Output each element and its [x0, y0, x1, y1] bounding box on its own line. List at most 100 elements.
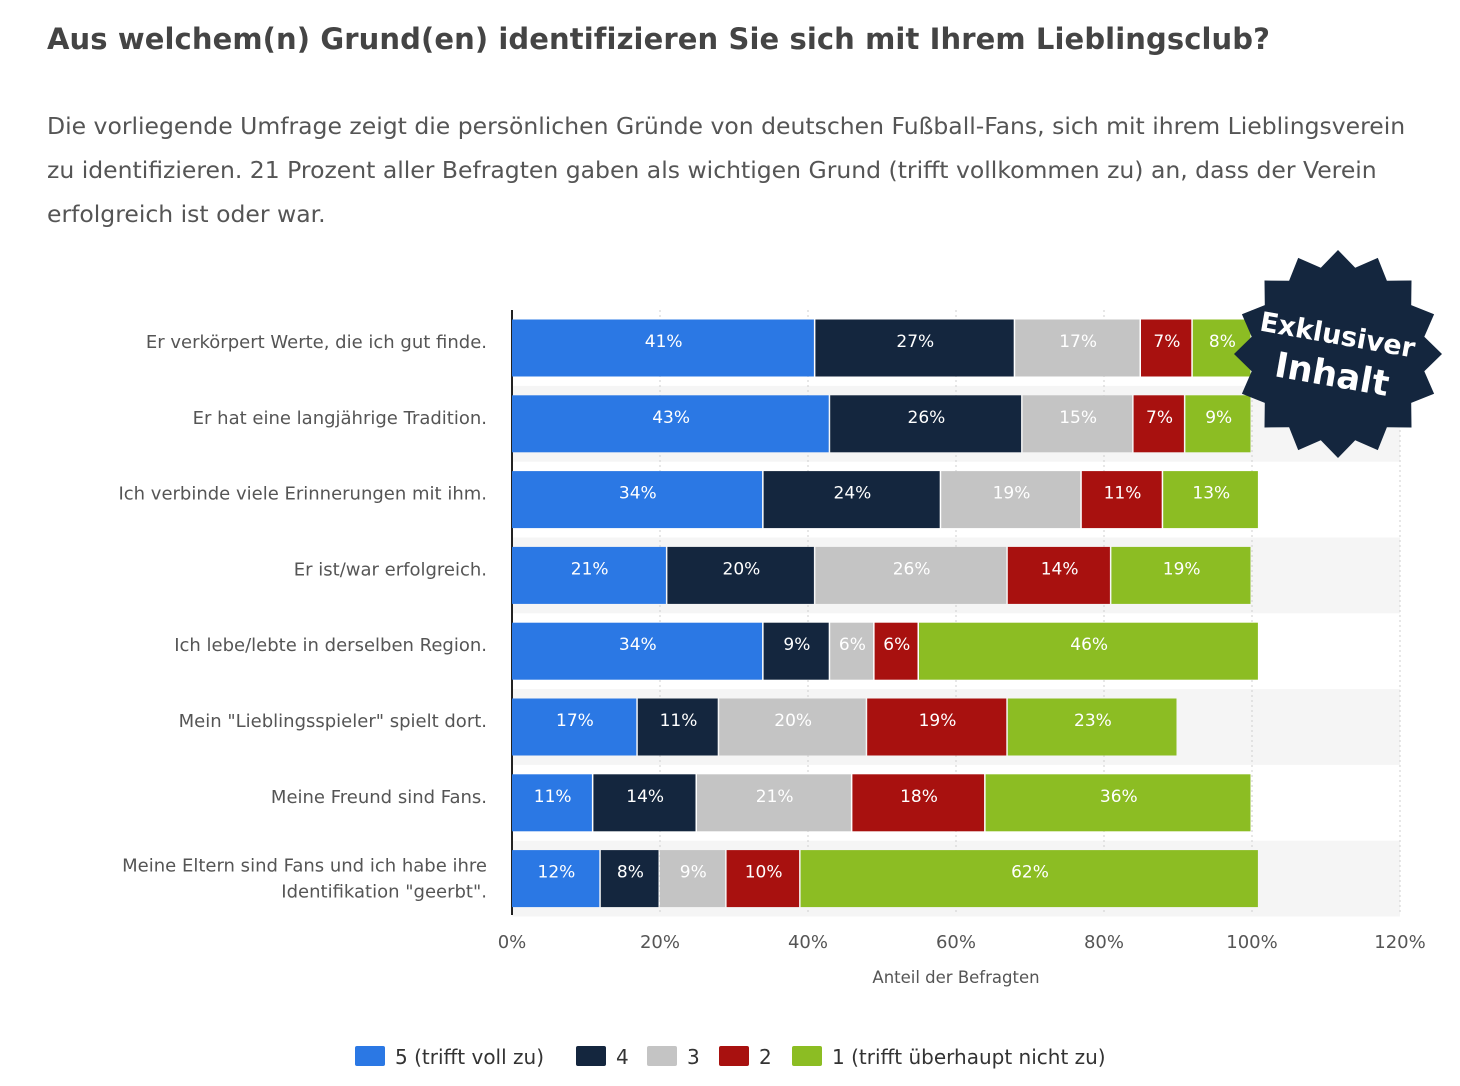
data-label: 21% — [756, 787, 794, 807]
bar-segment — [800, 850, 1258, 908]
bar-segment — [985, 774, 1251, 832]
bar-segment — [1141, 319, 1192, 377]
category-label: Er verkörpert Werte, die ich gut finde. — [146, 332, 487, 353]
data-label: 43% — [652, 408, 690, 428]
bar-segment — [719, 698, 866, 756]
category-label: Meine Freund sind Fans. — [271, 787, 487, 808]
data-label: 23% — [1074, 711, 1112, 731]
x-tick-label: 0% — [498, 932, 527, 953]
data-label: 19% — [1163, 559, 1201, 579]
x-tick-label: 20% — [640, 932, 680, 953]
bar-segment — [919, 622, 1258, 680]
bars: 41% 27% 17% 7% 8% 43% 26% 15% 7% 9% 34% 24% 19% 11% 13… — [512, 319, 1258, 908]
data-label: 26% — [893, 559, 931, 579]
data-label: 21% — [571, 559, 609, 579]
data-label: 11% — [660, 711, 698, 731]
data-label: 36% — [1100, 787, 1138, 807]
data-label: 27% — [896, 332, 934, 352]
legend-label: 3 — [687, 1045, 700, 1069]
bar-segment — [815, 546, 1007, 604]
legend-swatch — [792, 1046, 822, 1066]
category-label: Er hat eine langjährige Tradition. — [193, 408, 487, 429]
bar-segment — [763, 622, 829, 680]
bar-segment — [512, 471, 763, 529]
data-label: 10% — [745, 863, 783, 883]
data-label: 14% — [1041, 559, 1079, 579]
category-labels: Er verkörpert Werte, die ich gut finde. E… — [118, 332, 487, 903]
bar-segment — [1007, 698, 1177, 756]
bar-segment — [941, 471, 1081, 529]
data-label: 20% — [774, 711, 812, 731]
bar-segment — [512, 395, 829, 453]
data-label: 17% — [556, 711, 594, 731]
data-label: 46% — [1070, 635, 1108, 655]
legend: 5 (trifft voll zu) 4 3 2 1 (trifft überhaupt… — [355, 1045, 1106, 1069]
badge-shape — [1234, 250, 1442, 458]
data-label: 26% — [908, 408, 946, 428]
data-label: 12% — [538, 863, 576, 883]
data-label: 17% — [1059, 332, 1097, 352]
category-label: Ich verbinde viele Erinnerungen mit ihm. — [118, 484, 487, 505]
data-label: 8% — [1209, 332, 1236, 352]
bar-segment — [1163, 471, 1258, 529]
bar-segment — [1015, 319, 1140, 377]
data-label: 20% — [723, 559, 761, 579]
data-label: 11% — [534, 787, 572, 807]
bar-segment — [874, 622, 918, 680]
bar-segment — [1111, 546, 1251, 604]
data-label: 9% — [1205, 408, 1232, 428]
bar-segment — [1081, 471, 1162, 529]
bar-segment — [1185, 395, 1251, 453]
page-title: Aus welchem(n) Grund(en) identifizieren … — [47, 22, 1271, 56]
data-label: 19% — [993, 484, 1031, 504]
bar-segment — [637, 698, 718, 756]
legend-label: 1 (trifft überhaupt nicht zu) — [832, 1045, 1106, 1069]
x-tick-label: 100% — [1226, 932, 1277, 953]
bar-segment — [512, 774, 592, 832]
legend-label: 4 — [616, 1045, 629, 1069]
data-label: 13% — [1192, 484, 1230, 504]
data-label: 6% — [883, 635, 910, 655]
bar-segment — [600, 850, 659, 908]
bar-segment — [852, 774, 985, 832]
bar-segment — [667, 546, 814, 604]
bar-segment — [830, 395, 1022, 453]
data-label: 8% — [617, 863, 644, 883]
x-tick-label: 80% — [1084, 932, 1124, 953]
legend-label: 5 (trifft voll zu) — [395, 1045, 544, 1069]
bar-segment — [512, 546, 666, 604]
category-label: Mein "Lieblingsspieler" spielt dort. — [179, 711, 487, 732]
data-label: 19% — [919, 711, 957, 731]
bar-segment — [815, 319, 1014, 377]
legend-swatch — [355, 1046, 385, 1066]
x-axis-ticks: 0% 20% 40% 60% 80% 100% 120% — [498, 932, 1426, 953]
legend-label: 2 — [759, 1045, 772, 1069]
category-label: Ich lebe/lebte in derselben Region. — [174, 635, 487, 656]
page-description: Die vorliegende Umfrage zeigt die persön… — [47, 112, 1406, 228]
data-label: 7% — [1146, 408, 1173, 428]
bar-segment — [1133, 395, 1184, 453]
bar-segment — [512, 319, 814, 377]
bar-segment — [593, 774, 696, 832]
x-tick-label: 40% — [788, 932, 828, 953]
bar-segment — [660, 850, 726, 908]
legend-swatch — [576, 1046, 606, 1066]
x-axis-title: Anteil der Befragten — [872, 968, 1039, 987]
data-label: 6% — [839, 635, 866, 655]
bar-segment — [512, 698, 637, 756]
data-label: 41% — [645, 332, 683, 352]
data-label: 34% — [619, 484, 657, 504]
data-label: 11% — [1104, 484, 1142, 504]
bar-segment — [830, 622, 874, 680]
bar-segment — [697, 774, 851, 832]
data-label: 7% — [1153, 332, 1180, 352]
x-tick-label: 60% — [936, 932, 976, 953]
x-tick-label: 120% — [1374, 932, 1425, 953]
data-label: 9% — [680, 863, 707, 883]
data-label: 62% — [1011, 863, 1049, 883]
bar-segment — [1022, 395, 1133, 453]
data-label: 15% — [1059, 408, 1097, 428]
legend-swatch — [647, 1046, 677, 1066]
